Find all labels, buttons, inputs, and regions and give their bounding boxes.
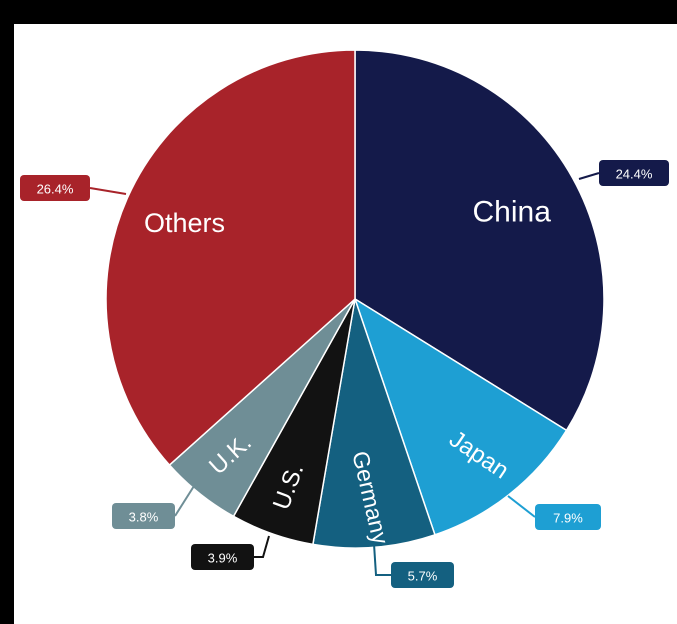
chart-canvas: China Japan Germany U.S. U.K. Others 24.4% 7.9… (14, 24, 677, 624)
callout-connector-us (254, 535, 270, 558)
pie-slice-japan (353, 297, 568, 536)
callout-box-us (191, 544, 254, 570)
callout-connector-others (89, 187, 127, 195)
callout-connector-china (578, 172, 600, 180)
pie-slices (105, 49, 605, 549)
value-label-germany: 5.7% (408, 569, 438, 584)
value-callouts: 24.4% 7.9% 5.7% 3.9% 3.8% 26.4% (20, 160, 669, 588)
pie-slice-china (354, 49, 605, 432)
slice-label-others: Others (144, 208, 225, 238)
callout-box-others (20, 175, 90, 201)
pie-slice-others (105, 49, 356, 467)
value-label-us: 3.9% (208, 551, 238, 566)
callout-connector-germany (373, 543, 391, 576)
value-label-uk: 3.8% (129, 510, 159, 525)
callout-box-china (599, 160, 669, 186)
callout-connector-uk (174, 485, 195, 517)
callout-box-uk (112, 503, 175, 529)
callout-box-germany (391, 562, 454, 588)
slice-label-china: China (473, 195, 552, 228)
value-label-china: 24.4% (616, 167, 653, 182)
value-label-others: 26.4% (37, 182, 74, 197)
value-label-japan: 7.9% (553, 511, 583, 526)
callout-box-japan (535, 504, 601, 530)
callout-connector-japan (507, 495, 536, 518)
